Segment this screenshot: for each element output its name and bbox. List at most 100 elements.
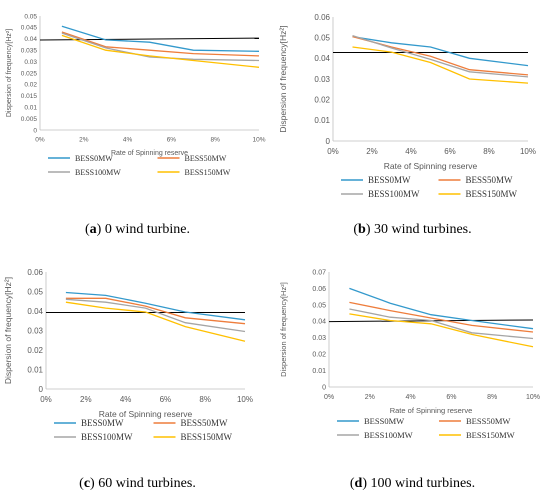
y-tick-label: 0.025: [21, 70, 38, 77]
y-tick-label: 0.01: [314, 116, 330, 125]
chart-a: 0 0.005 0.01 0.015 0.02 0.025 0.03 0.035 0.04 0.0…: [6, 13, 266, 177]
legend-label: BESS100MW: [368, 189, 420, 199]
x-tick-label: 2%: [365, 394, 375, 401]
y-tick-label: 0.02: [27, 346, 43, 355]
y-tick-label: 0.06: [27, 268, 43, 277]
y-tick-label: 0.03: [24, 59, 37, 66]
x-tick-label: 0%: [40, 395, 52, 404]
legend-label: BESS0MW: [368, 175, 411, 185]
caption-a-letter: a: [89, 222, 97, 237]
y-tick-label: 0.02: [314, 95, 330, 104]
legend-label: BESS0MW: [81, 418, 124, 428]
y-tick-label: 0.06: [312, 286, 326, 293]
x-tick-label: 10%: [237, 395, 253, 404]
x-tick-label: 0%: [324, 394, 334, 401]
x-tick-label: 6%: [167, 137, 177, 144]
y-tick-label: 0.04: [24, 36, 37, 43]
y-tick-label: 0.02: [24, 82, 37, 89]
x-tick-label: 10%: [520, 147, 536, 156]
series-line-bess150mw: [65, 301, 246, 342]
y-tick-label: 0.05: [314, 33, 330, 42]
y-tick-label: 0.04: [27, 307, 43, 316]
y-tick-label: 0.015: [21, 93, 38, 100]
y-tick-label: 0.03: [312, 335, 326, 342]
legend-label: BESS100MW: [364, 430, 413, 440]
y-tick-label: 0: [322, 384, 326, 391]
chart-d: 0 0.01 0.02 0.03 0.04 0.05 0.06 0.07 0% 2% 4% 6% 8% 1…: [279, 269, 540, 440]
x-tick-label: 6%: [444, 147, 456, 156]
x-tick-label: 0%: [35, 137, 45, 144]
caption-b-text: 30 wind turbines.: [374, 222, 472, 237]
x-tick-label: 2%: [79, 137, 89, 144]
x-tick-label: 6%: [160, 395, 172, 404]
series-line-bess0mw: [349, 287, 534, 330]
x-tick-label: 8%: [199, 395, 211, 404]
series-line-bess150mw: [352, 46, 529, 84]
series-line-bess50mw: [61, 31, 260, 57]
x-tick-label: 10%: [252, 137, 265, 144]
legend-label: BESS150MW: [181, 432, 233, 442]
x-tick-label: 4%: [405, 147, 417, 156]
series-line-bess100mw: [349, 308, 534, 340]
legend-label: BESS0MW: [364, 416, 404, 426]
chart-panel-b: 0 0.01 0.02 0.03 0.04 0.05 0.06 0% 2% 4% 6% 8% 10% Ra…: [275, 0, 550, 212]
y-tick-label: 0.04: [314, 54, 330, 63]
x-tick-label: 10%: [526, 394, 540, 401]
x-axis-title: Rate of Spinning reserve: [99, 409, 193, 419]
threshold-line: [39, 37, 260, 41]
y-tick-label: 0: [326, 137, 331, 146]
y-tick-label: 0.06: [314, 13, 330, 22]
x-tick-label: 2%: [366, 147, 378, 156]
x-tick-label: 6%: [446, 394, 456, 401]
y-tick-label: 0.01: [27, 365, 43, 374]
y-tick-label: 0.05: [27, 287, 43, 296]
y-tick-label: 0: [33, 127, 37, 134]
y-tick-label: 0.02: [312, 352, 326, 359]
x-tick-label: 4%: [406, 394, 416, 401]
y-tick-label: 0.03: [27, 326, 43, 335]
y-axis-title: Dispersion of frequency[Hz²]: [6, 29, 13, 117]
y-axis-title: Dispersion of frequency[Hz²]: [278, 25, 288, 132]
x-axis-title: Rate of Spinning reserve: [390, 406, 473, 415]
x-tick-label: 8%: [483, 147, 495, 156]
series-line-bess0mw: [61, 25, 260, 52]
caption-d-text: 100 wind turbines.: [370, 476, 476, 491]
chart-c: 0 0.01 0.02 0.03 0.04 0.05 0.06 0% 2% 4% 6% 8% 10% Ra…: [3, 268, 253, 442]
series-line-bess0mw: [65, 291, 246, 321]
x-axis-title: Rate of Spinning reserve: [111, 150, 188, 157]
caption-c-letter: c: [83, 476, 91, 491]
x-tick-label: 8%: [210, 137, 220, 144]
legend-label: BESS150MW: [466, 430, 515, 440]
chart-panel-c: 0 0.01 0.02 0.03 0.04 0.05 0.06 0% 2% 4% 6% 8% 10% Ra…: [0, 258, 275, 463]
y-tick-label: 0.04: [312, 319, 326, 326]
series-line-bess100mw: [61, 32, 260, 62]
caption-b: (b) 30 wind turbines.: [353, 222, 472, 237]
caption-a-text: 0 wind turbine.: [104, 222, 190, 237]
series-line-bess50mw: [65, 297, 246, 325]
legend-label: BESS50MW: [181, 418, 229, 428]
caption-d-letter: d: [354, 476, 363, 491]
y-tick-label: 0.045: [21, 25, 38, 32]
y-tick-label: 0.01: [312, 368, 326, 375]
series-line-bess50mw: [352, 35, 529, 76]
series-line-bess100mw: [65, 298, 246, 333]
y-tick-label: 0.05: [24, 13, 37, 20]
y-axis-title: Dispersion of frequency[Hz²]: [3, 277, 13, 384]
legend-label: BESS0MW: [75, 154, 113, 163]
legend-label: BESS100MW: [75, 168, 121, 177]
series-line-bess150mw: [349, 313, 534, 348]
series-line-bess100mw: [352, 34, 529, 78]
chart-b: 0 0.01 0.02 0.03 0.04 0.05 0.06 0% 2% 4% 6% 8% 10% Ra…: [278, 13, 536, 199]
x-axis-title: Rate of Spinning reserve: [384, 161, 478, 171]
legend-label: BESS150MW: [185, 168, 231, 177]
y-tick-label: 0.05: [312, 302, 326, 309]
legend-label: BESS50MW: [466, 175, 514, 185]
series-line-bess0mw: [352, 35, 529, 67]
legend-label: BESS50MW: [185, 154, 227, 163]
y-tick-label: 0.03: [314, 75, 330, 84]
caption-b-letter: b: [358, 222, 366, 237]
x-tick-label: 8%: [487, 394, 497, 401]
legend-label: BESS100MW: [81, 432, 133, 442]
x-tick-label: 0%: [327, 147, 339, 156]
x-tick-label: 4%: [120, 395, 132, 404]
